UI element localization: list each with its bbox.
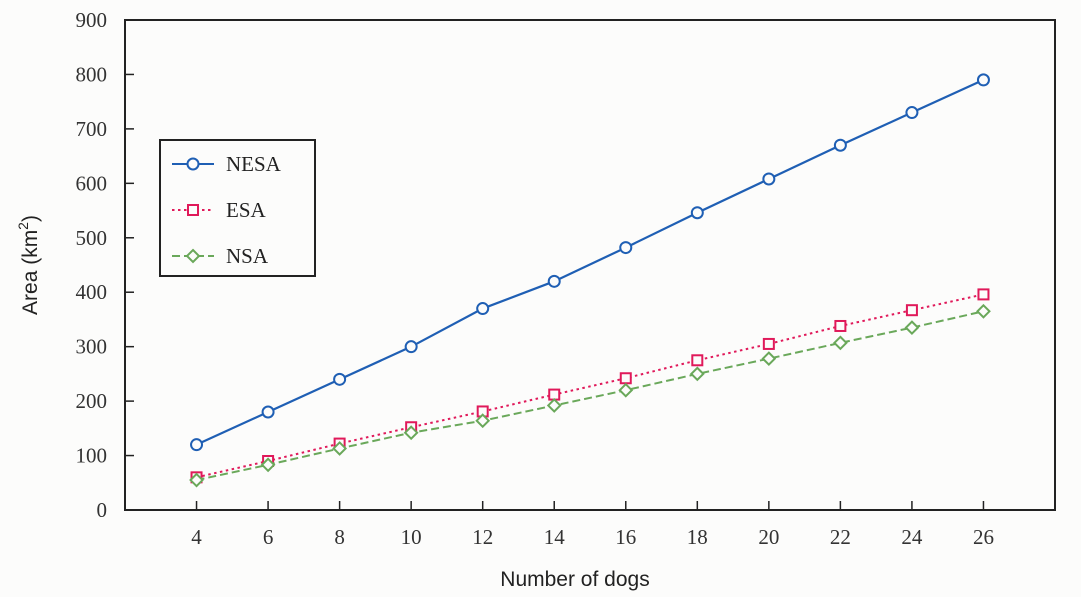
data-point-nesa bbox=[692, 207, 703, 218]
data-point-nesa bbox=[620, 242, 631, 253]
series-line-nsa bbox=[197, 311, 984, 480]
data-point-nesa bbox=[263, 407, 274, 418]
series-nsa bbox=[191, 305, 990, 486]
x-tick-label: 4 bbox=[191, 525, 202, 549]
data-point-nsa bbox=[620, 384, 632, 396]
y-tick-label: 0 bbox=[97, 498, 108, 522]
y-tick-label: 300 bbox=[76, 335, 108, 359]
data-point-esa bbox=[621, 373, 631, 383]
data-point-esa bbox=[907, 305, 917, 315]
x-tick-label: 22 bbox=[830, 525, 851, 549]
data-point-esa bbox=[978, 289, 988, 299]
data-point-nesa bbox=[477, 303, 488, 314]
y-tick-label: 100 bbox=[76, 444, 108, 468]
data-point-nesa bbox=[978, 74, 989, 85]
y-tick-label: 500 bbox=[76, 226, 108, 250]
x-tick-label: 14 bbox=[544, 525, 566, 549]
y-tick-label: 900 bbox=[76, 8, 108, 32]
x-tick-label: 20 bbox=[758, 525, 779, 549]
data-point-nsa bbox=[548, 399, 560, 411]
data-point-nsa bbox=[906, 322, 918, 334]
x-axis-title: Number of dogs bbox=[500, 568, 649, 591]
data-point-esa bbox=[764, 339, 774, 349]
legend-label-nesa: NESA bbox=[226, 152, 282, 176]
x-tick-label: 8 bbox=[334, 525, 345, 549]
data-point-nsa bbox=[977, 305, 989, 317]
x-tick-label: 26 bbox=[973, 525, 994, 549]
data-point-nesa bbox=[406, 341, 417, 352]
x-tick-label: 6 bbox=[263, 525, 274, 549]
y-axis-title: Area (km2) bbox=[15, 215, 42, 315]
x-tick-label: 18 bbox=[687, 525, 708, 549]
data-point-nesa bbox=[835, 140, 846, 151]
legend-label-nsa: NSA bbox=[226, 244, 269, 268]
y-tick-label: 600 bbox=[76, 171, 108, 195]
legend-marker-nesa bbox=[188, 159, 199, 170]
y-tick-label: 700 bbox=[76, 117, 108, 141]
y-tick-label: 200 bbox=[76, 389, 108, 413]
x-tick-label: 24 bbox=[901, 525, 923, 549]
data-point-nsa bbox=[691, 368, 703, 380]
series-layer bbox=[191, 74, 990, 486]
data-point-esa bbox=[835, 321, 845, 331]
legend-marker-esa bbox=[188, 205, 198, 215]
data-point-nsa bbox=[834, 337, 846, 349]
x-tick-label: 16 bbox=[615, 525, 636, 549]
data-point-nesa bbox=[906, 107, 917, 118]
y-tick-label: 400 bbox=[76, 280, 108, 304]
y-tick-label: 800 bbox=[76, 62, 108, 86]
data-point-nesa bbox=[334, 374, 345, 385]
series-esa bbox=[192, 289, 989, 482]
data-point-esa bbox=[692, 355, 702, 365]
legend: NESA ESA NSA bbox=[160, 140, 315, 276]
data-point-nesa bbox=[549, 276, 560, 287]
data-point-nesa bbox=[191, 439, 202, 450]
legend-label-esa: ESA bbox=[226, 198, 267, 222]
data-point-nsa bbox=[763, 353, 775, 365]
x-tick-label: 10 bbox=[401, 525, 422, 549]
series-line-esa bbox=[197, 294, 984, 477]
x-tick-label: 12 bbox=[472, 525, 493, 549]
data-point-nesa bbox=[763, 173, 774, 184]
x-axis: 4 6 8 10 12 14 16 18 20 22 24 26 bbox=[191, 501, 994, 549]
